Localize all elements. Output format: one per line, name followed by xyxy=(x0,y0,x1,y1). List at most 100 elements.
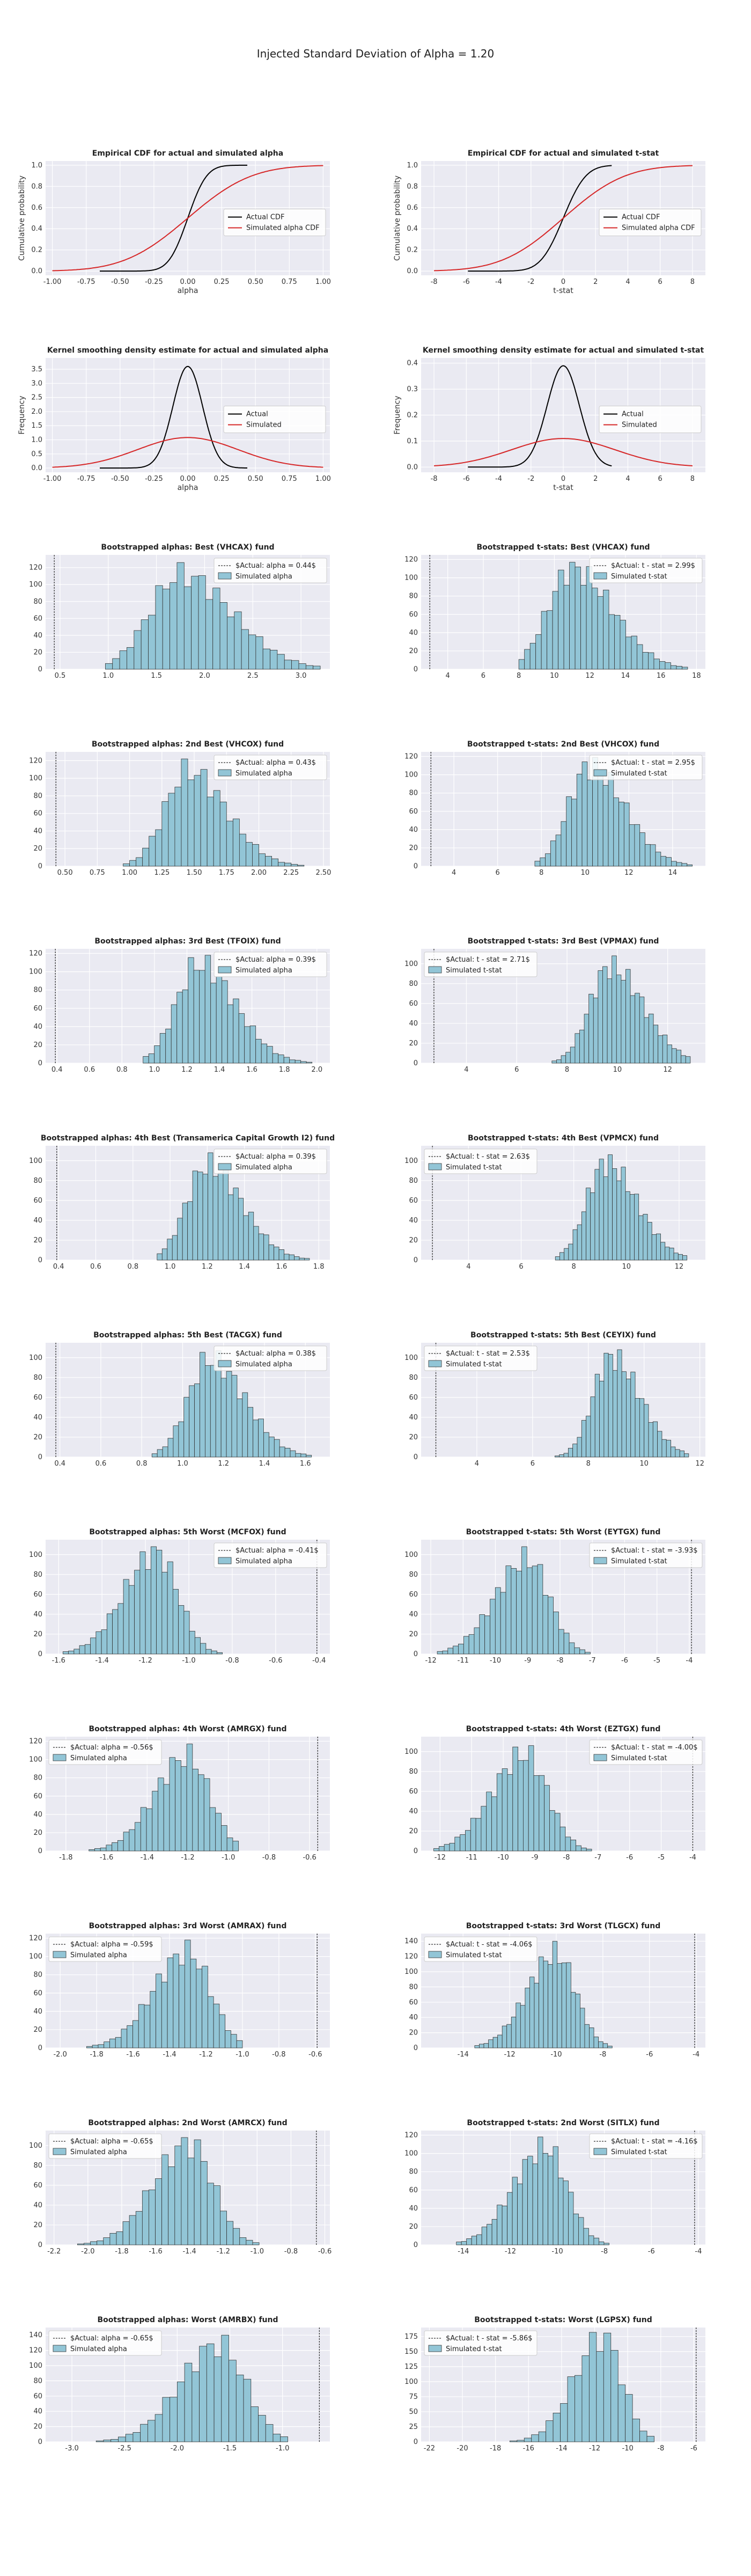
histogram-bar xyxy=(253,1226,259,1261)
histogram-bar xyxy=(438,1846,445,1851)
x-tick-label: -12 xyxy=(425,1657,436,1665)
histogram-bar xyxy=(558,569,564,670)
histogram-bar xyxy=(213,790,220,867)
histogram-bar xyxy=(548,1597,554,1655)
histogram-bar xyxy=(528,1745,534,1851)
y-tick-label: 0.4 xyxy=(31,225,42,233)
legend-box xyxy=(589,558,703,583)
histogram-bar xyxy=(594,1169,600,1261)
y-tick-label: 100 xyxy=(404,2150,418,2158)
histogram-bar xyxy=(172,1589,179,1655)
histogram-bar xyxy=(637,644,643,670)
histogram-bar xyxy=(184,1940,191,2048)
legend-entry: Simulated t-stat xyxy=(446,2345,502,2353)
histogram-bar xyxy=(555,835,562,867)
x-tick-label: -1.4 xyxy=(95,1657,109,1665)
legend-entry: Simulated t-stat xyxy=(446,1360,502,1368)
x-tick-label: 1.6 xyxy=(300,1460,311,1468)
x-tick-label: 2 xyxy=(593,278,598,286)
x-tick-label: 1.0 xyxy=(177,1460,188,1468)
x-tick-label: -5 xyxy=(653,1657,660,1665)
x-tick-label: -10 xyxy=(490,1657,501,1665)
histogram-bar xyxy=(148,614,156,670)
histogram-bar xyxy=(200,1352,205,1458)
histogram-bar xyxy=(642,652,649,670)
histogram-bar xyxy=(182,989,189,1064)
histogram-bar xyxy=(676,665,682,670)
histogram-bar xyxy=(639,832,645,867)
y-axis-label: Frequency xyxy=(393,396,402,434)
histogram-bar xyxy=(572,1444,578,1458)
x-tick-label: -2.5 xyxy=(118,2445,131,2453)
histogram-bar xyxy=(590,1192,595,1261)
x-tick-label: -4 xyxy=(495,475,502,483)
histogram-bar xyxy=(687,864,693,867)
histogram-bar xyxy=(487,2224,492,2245)
chart-panel-10: Bootstrapped t-stats: 3rd Best (VPMAX) f… xyxy=(404,937,705,1074)
histogram-bar xyxy=(187,2157,195,2245)
y-tick-label: 25 xyxy=(409,2423,418,2431)
histogram-bar xyxy=(84,1644,91,1655)
x-tick-label: 4 xyxy=(452,869,456,877)
histogram-bar xyxy=(589,2027,594,2048)
histogram-bar xyxy=(525,1987,530,2048)
x-tick-label: -1.6 xyxy=(100,1854,113,1862)
x-tick-label: 14 xyxy=(621,672,630,680)
histogram-bar xyxy=(608,1154,613,1261)
histogram-bar xyxy=(518,1760,524,1851)
legend-entry: Simulated alpha xyxy=(235,1557,292,1565)
x-tick-label: 2.0 xyxy=(199,672,210,680)
histogram-bar xyxy=(116,2231,123,2245)
histogram-bar xyxy=(529,1977,535,2048)
histogram-bar xyxy=(263,1234,269,1261)
x-tick-label: 0.50 xyxy=(57,869,73,877)
histogram-bar xyxy=(474,1627,480,1655)
histogram-bar xyxy=(603,2243,609,2245)
histogram-bar xyxy=(239,2237,247,2245)
x-tick-label: -1.00 xyxy=(43,278,62,286)
legend-entry: Simulated t-stat xyxy=(446,1163,502,1172)
x-tick-label: 4 xyxy=(475,1460,479,1468)
histogram-bar xyxy=(449,1843,455,1851)
histogram-bar xyxy=(118,2436,126,2442)
x-tick-label: -18 xyxy=(490,2445,501,2453)
y-tick-label: 0.2 xyxy=(31,246,42,254)
histogram-bar xyxy=(635,1398,640,1458)
chart-title: Kernel smoothing density estimate for ac… xyxy=(47,346,328,355)
legend-entry: Simulated alpha xyxy=(70,2148,127,2156)
histogram-bar xyxy=(579,1029,585,1064)
legend-entry: Simulated xyxy=(622,421,657,429)
y-tick-label: 0 xyxy=(414,1847,418,1855)
histogram-bar xyxy=(579,1649,585,1655)
histogram-bar xyxy=(180,1766,187,1851)
x-tick-label: 0.8 xyxy=(116,1066,128,1074)
histogram-bar xyxy=(207,1996,214,2048)
chart-title: Bootstrapped alphas: 3rd Best (TFOIX) fu… xyxy=(94,937,281,946)
histogram-bar xyxy=(575,1993,580,2048)
y-tick-label: 100 xyxy=(29,1953,42,1961)
y-tick-label: 80 xyxy=(33,1971,42,1979)
histogram-bar xyxy=(90,2241,98,2245)
histogram-bar xyxy=(553,1612,559,1655)
y-tick-label: 60 xyxy=(33,614,42,623)
x-tick-label: -4 xyxy=(693,2051,700,2059)
histogram-bar xyxy=(210,1365,216,1458)
x-tick-label: -1.2 xyxy=(138,1657,152,1665)
histogram-bar xyxy=(522,2159,528,2245)
histogram-bar xyxy=(583,2228,589,2245)
series-line xyxy=(434,438,693,466)
y-tick-label: 150 xyxy=(404,2348,418,2356)
histogram-bar xyxy=(568,2192,574,2245)
histogram-bar xyxy=(639,997,645,1064)
y-tick-label: 20 xyxy=(33,1041,42,1049)
y-tick-label: 100 xyxy=(404,1968,418,1976)
x-tick-label: -0.8 xyxy=(272,2051,285,2059)
histogram-bar xyxy=(299,1257,305,1261)
y-tick-label: 75 xyxy=(409,2393,418,2401)
legend-swatch xyxy=(593,769,607,777)
histogram-bar xyxy=(520,2005,526,2048)
y-tick-label: 80 xyxy=(33,1774,42,1782)
histogram-bar xyxy=(476,2234,482,2245)
histogram-bar xyxy=(283,1057,290,1064)
x-tick-label: 8 xyxy=(565,1066,569,1074)
